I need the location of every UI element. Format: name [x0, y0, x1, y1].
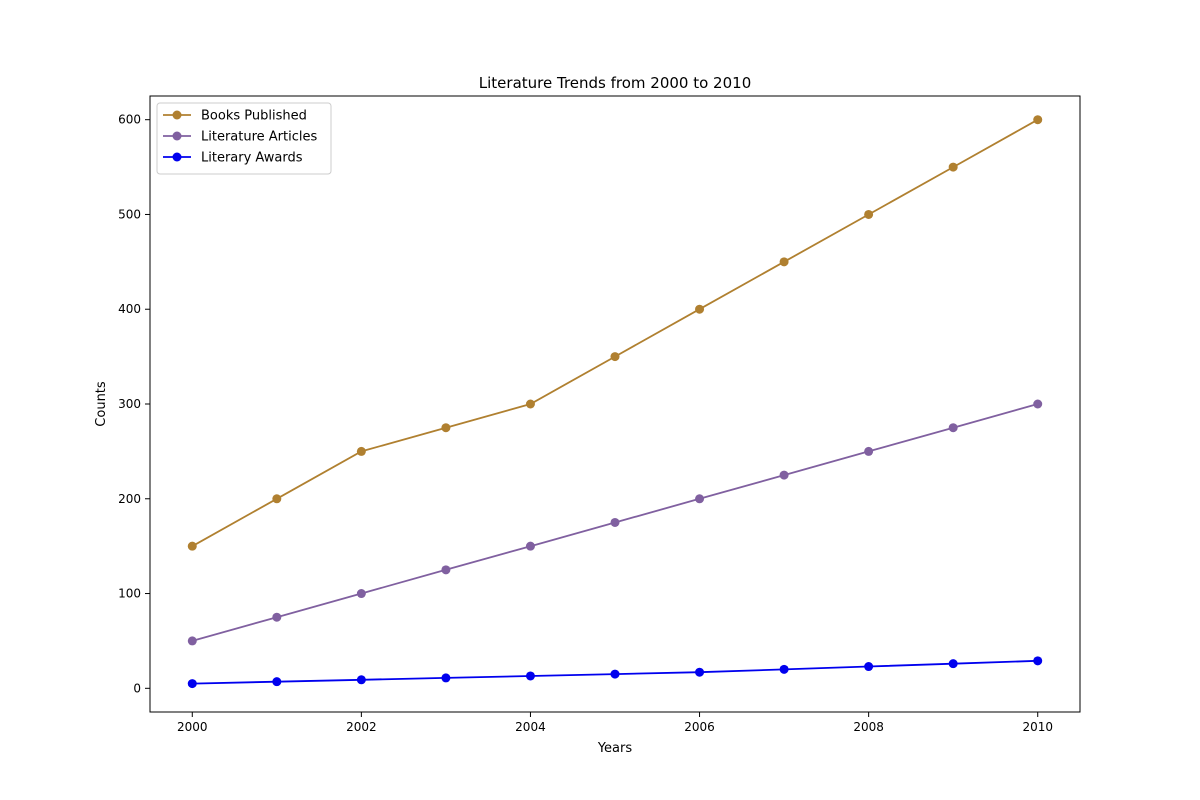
data-point-books-published	[864, 209, 874, 219]
data-point-literature-articles	[779, 470, 789, 480]
y-tick-label: 400	[118, 302, 141, 316]
data-point-literature-articles	[356, 589, 366, 599]
data-point-literature-articles	[525, 541, 535, 551]
data-point-literary-awards	[864, 662, 874, 672]
data-point-books-published	[441, 423, 451, 433]
data-point-books-published	[525, 399, 535, 409]
data-point-literary-awards	[187, 679, 197, 689]
data-point-literature-articles	[187, 636, 197, 646]
x-tick-label: 2002	[346, 720, 377, 734]
data-point-books-published	[187, 541, 197, 551]
data-point-books-published	[356, 446, 366, 456]
y-axis: 0 100 200 300 400 500 600	[118, 113, 150, 695]
y-tick-label: 200	[118, 492, 141, 506]
data-point-literary-awards	[695, 667, 705, 677]
data-point-literary-awards	[272, 677, 282, 687]
legend: Books Published Literature Articles Litera…	[156, 102, 332, 175]
data-point-literature-articles	[610, 517, 620, 527]
legend-label-literary-awards: Literary Awards	[201, 151, 303, 166]
data-point-books-published	[779, 257, 789, 267]
series-literary-awards	[187, 656, 1043, 689]
x-axis: 2000 2002 2004 2006 2008 2010	[177, 712, 1053, 734]
plot-area	[150, 96, 1080, 712]
chart-title: Literature Trends from 2000 to 2010	[479, 74, 751, 92]
legend-marker-books-published	[172, 110, 182, 120]
y-tick-label: 300	[118, 397, 141, 411]
x-tick-label: 2006	[684, 720, 715, 734]
y-axis-label: Counts	[94, 381, 109, 427]
y-tick-label: 500	[118, 207, 141, 221]
y-tick-label: 0	[133, 681, 141, 695]
legend-marker-literature-articles	[172, 131, 182, 141]
legend-label-books-published: Books Published	[201, 109, 307, 124]
series-literature-articles	[187, 399, 1043, 646]
data-point-literary-awards	[948, 659, 958, 669]
y-tick-label: 100	[118, 587, 141, 601]
data-point-literature-articles	[864, 446, 874, 456]
series-layer	[187, 115, 1043, 689]
legend-label-literature-articles: Literature Articles	[201, 130, 317, 145]
data-point-books-published	[272, 494, 282, 504]
data-point-literature-articles	[441, 565, 451, 575]
data-point-literary-awards	[441, 673, 451, 683]
data-point-literature-articles	[948, 423, 958, 433]
data-point-literary-awards	[1033, 656, 1043, 666]
series-books-published	[187, 115, 1043, 551]
y-tick-label: 600	[118, 113, 141, 127]
x-axis-label: Years	[597, 741, 633, 756]
data-point-literary-awards	[610, 669, 620, 679]
x-tick-label: 2004	[515, 720, 546, 734]
data-point-literature-articles	[695, 494, 705, 504]
legend-box	[156, 102, 332, 175]
x-tick-label: 2008	[853, 720, 884, 734]
data-point-literature-articles	[1033, 399, 1043, 409]
legend-marker-literary-awards	[172, 152, 182, 162]
data-point-literary-awards	[356, 675, 366, 685]
data-point-literature-articles	[272, 612, 282, 622]
data-point-books-published	[948, 162, 958, 172]
data-point-books-published	[695, 304, 705, 314]
x-tick-label: 2000	[177, 720, 208, 734]
data-point-books-published	[1033, 115, 1043, 125]
data-point-literary-awards	[779, 664, 789, 674]
x-tick-label: 2010	[1022, 720, 1053, 734]
data-point-literary-awards	[525, 671, 535, 681]
data-point-books-published	[610, 352, 620, 362]
